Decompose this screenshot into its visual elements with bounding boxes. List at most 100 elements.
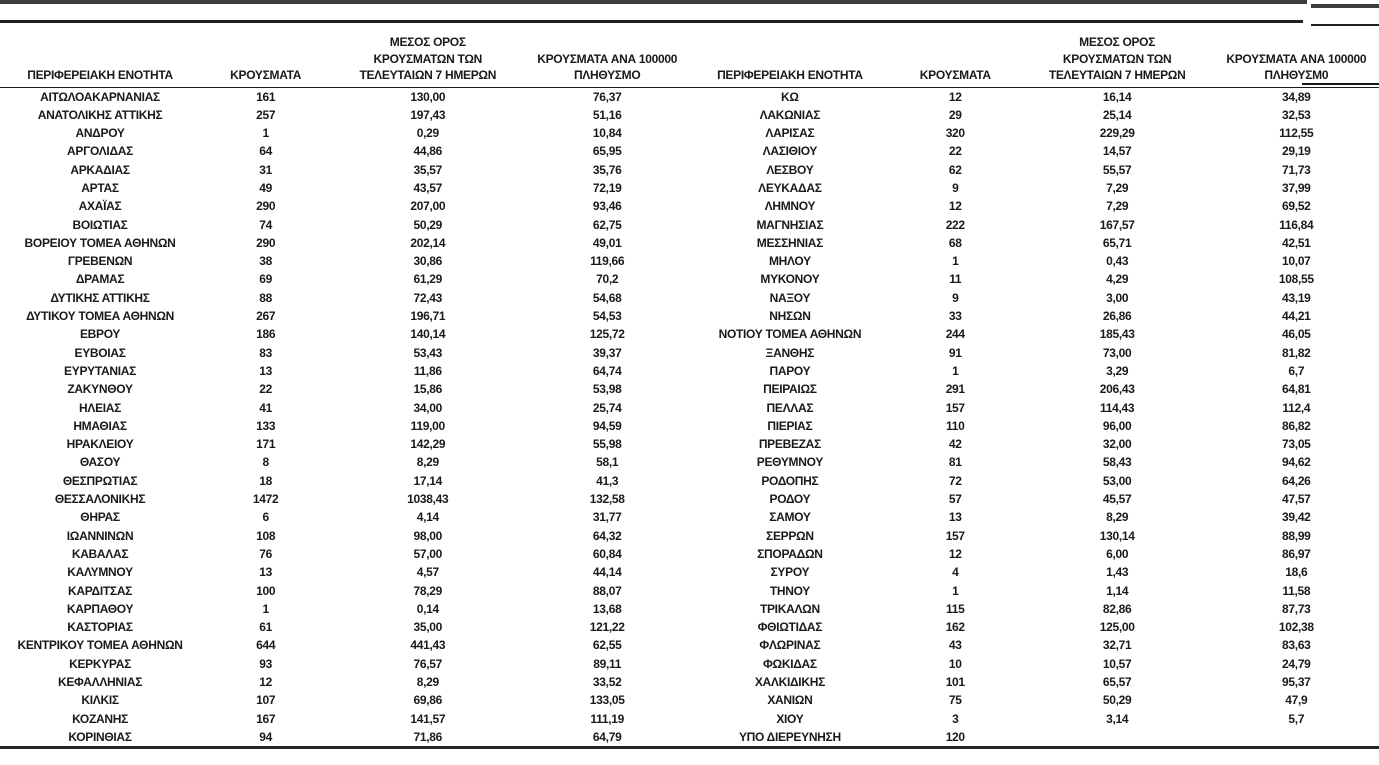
per100k-cell: 83,63 <box>1282 638 1311 653</box>
avg7-cell: 17,14 <box>413 473 443 488</box>
cases-cell: 72 <box>948 473 962 488</box>
per100k-cell: 76,37 <box>592 89 622 104</box>
cases-cell: 94 <box>259 729 273 744</box>
per100k-cell: 10,07 <box>1282 254 1311 269</box>
avg7-cell: 16,14 <box>1102 89 1132 104</box>
table-row: ΚΟΖΑΝΗΣ 167 141,57 111,19 <box>0 710 690 728</box>
avg7-cell: 197,43 <box>410 107 446 122</box>
region-cell: ΑΝΑΤΟΛΙΚΗΣ ΑΤΤΙΚΗΣ <box>37 107 163 122</box>
table-row: ΣΥΡΟΥ 4 1,43 18,6 <box>690 563 1379 581</box>
per100k-cell: 44,14 <box>592 565 622 580</box>
avg7-cell: 3,29 <box>1106 363 1129 378</box>
table-row: ΛΕΥΚΑΔΑΣ 9 7,29 37,99 <box>690 179 1379 197</box>
per100k-cell: 89,11 <box>593 656 622 671</box>
avg7-cell: 26,86 <box>1102 309 1132 324</box>
avg7-cell: 3,00 <box>1106 290 1129 305</box>
region-cell: ΑΡΤΑΣ <box>81 180 119 195</box>
table-row: ΝΟΤΙΟΥ ΤΟΜΕΑ ΑΘΗΝΩΝ 244 185,43 46,05 <box>690 325 1379 343</box>
region-cell: ΑΧΑΪΑΣ <box>78 199 122 214</box>
region-cell: ΠΡΕΒΕΖΑΣ <box>758 437 821 452</box>
header-row: ΠΕΡΙΦΕΡΕΙΑΚΗ ΕΝΟΤΗΤΑ ΚΡΟΥΣΜΑΤΑ ΜΕΣΟΣ ΟΡΟ… <box>690 26 1379 88</box>
region-cell: ΗΜΑΘΙΑΣ <box>73 418 127 433</box>
cases-cell: 69 <box>259 272 273 287</box>
cases-cell: 157 <box>945 400 965 415</box>
avg7-cell: 196,71 <box>410 309 446 324</box>
table-row: ΚΩ 12 16,14 34,89 <box>690 87 1379 106</box>
avg7-cell: 1038,43 <box>407 492 449 507</box>
avg7-cell: 207,00 <box>410 199 446 214</box>
avg7-cell: 45,57 <box>1102 492 1132 507</box>
avg7-cell: 114,43 <box>1100 400 1135 415</box>
avg7-cell: 30,86 <box>413 254 443 269</box>
avg7-cell: 206,43 <box>1099 382 1135 397</box>
col-header-cases: ΚΡΟΥΣΜΑΤΑ <box>889 26 1021 88</box>
cases-cell: 93 <box>259 656 273 671</box>
per100k-cell: 112,4 <box>1282 400 1311 415</box>
avg7-cell: 14,57 <box>1102 144 1132 159</box>
cases-cell: 8 <box>262 455 269 470</box>
per100k-cell: 41,3 <box>596 473 619 488</box>
table-row: ΔΥΤΙΚΟΥ ΤΟΜΕΑ ΑΘΗΝΩΝ 267 196,71 54,53 <box>0 307 690 325</box>
cases-cell: 62 <box>948 162 962 177</box>
table-row: ΤΗΝΟΥ 1 1,14 11,58 <box>690 582 1379 600</box>
table-row: ΣΠΟΡΑΔΩΝ 12 6,00 86,97 <box>690 545 1379 563</box>
avg7-cell: 141,57 <box>410 711 446 726</box>
table-row: ΔΥΤΙΚΗΣ ΑΤΤΙΚΗΣ 88 72,43 54,68 <box>0 289 690 307</box>
col-header-per100k: ΚΡΟΥΣΜΑΤΑ ΑΝΑ 100000 ΠΛΗΘΥΣΜΟ <box>524 26 690 88</box>
region-cell: ΘΕΣΠΡΩΤΙΑΣ <box>62 473 138 488</box>
region-cell: ΜΗΛΟΥ <box>768 254 811 269</box>
region-cell: ΜΕΣΣΗΝΙΑΣ <box>756 235 824 250</box>
table-row: ΑΡΤΑΣ 49 43,57 72,19 <box>0 179 690 197</box>
cases-cell: 291 <box>945 382 965 397</box>
table-row: ΖΑΚΥΝΘΟΥ 22 15,86 53,98 <box>0 380 690 398</box>
table-row: ΘΗΡΑΣ 6 4,14 31,77 <box>0 508 690 526</box>
per100k-cell: 116,84 <box>1279 217 1314 232</box>
per100k-cell: 88,99 <box>1282 528 1311 543</box>
avg7-cell: 44,86 <box>413 144 443 159</box>
cases-cell: 186 <box>256 327 276 342</box>
per100k-cell: 111,19 <box>590 711 624 726</box>
cases-cell: 290 <box>256 235 276 250</box>
region-cell: ΚΕΦΑΛΛΗΝΙΑΣ <box>57 675 143 689</box>
cases-cell: 76 <box>259 546 273 561</box>
per100k-cell: 94,59 <box>592 418 622 433</box>
per100k-cell: 39,37 <box>592 345 622 360</box>
cases-cell: 644 <box>256 638 276 653</box>
cases-cell: 100 <box>256 583 276 598</box>
table-row: ΜΗΛΟΥ 1 0,43 10,07 <box>690 252 1379 270</box>
table-body-left: ΑΙΤΩΛΟΑΚΑΡΝΑΝΙΑΣ 161 130,00 76,37 ΑΝΑΤΟΛΙΚΗΣ… <box>0 87 690 746</box>
table-row: ΚΑΒΑΛΑΣ 76 57,00 60,84 <box>0 545 690 563</box>
cases-cell: 68 <box>948 235 962 250</box>
avg7-cell: 7,29 <box>1106 199 1129 214</box>
cases-cell: 10 <box>948 656 962 671</box>
table-row: ΣΑΜΟΥ 13 8,29 39,42 <box>690 508 1379 526</box>
table-row: ΧΑΛΚΙΔΙΚΗΣ 101 65,57 95,37 <box>690 673 1379 691</box>
cases-cell: 1472 <box>252 492 279 507</box>
per100k-cell: 32,53 <box>1282 107 1311 122</box>
avg7-cell: 125,00 <box>1099 620 1135 635</box>
table-row: ΚΕΦΑΛΛΗΝΙΑΣ 12 8,29 33,52 <box>0 673 690 691</box>
avg7-cell: 32,00 <box>1102 437 1132 452</box>
table-row: ΦΘΙΩΤΙΔΑΣ 162 125,00 102,38 <box>690 618 1379 636</box>
avg7-cell: 7,29 <box>1106 180 1129 195</box>
cases-cell: 1 <box>262 601 269 616</box>
region-cell: ΚΟΖΑΝΗΣ <box>72 711 128 726</box>
cases-cell: 64 <box>259 144 273 159</box>
region-cell: ΛΕΥΚΑΔΑΣ <box>758 180 822 195</box>
avg7-cell: 0,29 <box>416 126 439 141</box>
avg7-cell: 4,14 <box>416 510 439 525</box>
table-row: ΞΑΝΘΗΣ 91 73,00 81,82 <box>690 344 1379 362</box>
region-cell: ΞΑΝΘΗΣ <box>765 345 815 360</box>
region-cell: ΓΡΕΒΕΝΩΝ <box>67 254 133 269</box>
per100k-cell: 13,68 <box>592 601 622 616</box>
per100k-cell: 69,52 <box>1282 199 1311 214</box>
table-row: ΛΗΜΝΟΥ 12 7,29 69,52 <box>690 197 1379 215</box>
region-cell: ΝΗΣΩΝ <box>769 309 811 324</box>
region-cell: ΧΙΟΥ <box>776 711 804 726</box>
table-row: ΘΕΣΠΡΩΤΙΑΣ 18 17,14 41,3 <box>0 472 690 490</box>
per100k-cell: 39,42 <box>1282 510 1311 525</box>
table-row: ΚΕΝΤΡΙΚΟΥ ΤΟΜΕΑ ΑΘΗΝΩΝ 644 441,43 62,55 <box>0 636 690 654</box>
region-cell: ΗΛΕΙΑΣ <box>79 400 122 415</box>
per100k-cell: 42,51 <box>1282 235 1311 250</box>
